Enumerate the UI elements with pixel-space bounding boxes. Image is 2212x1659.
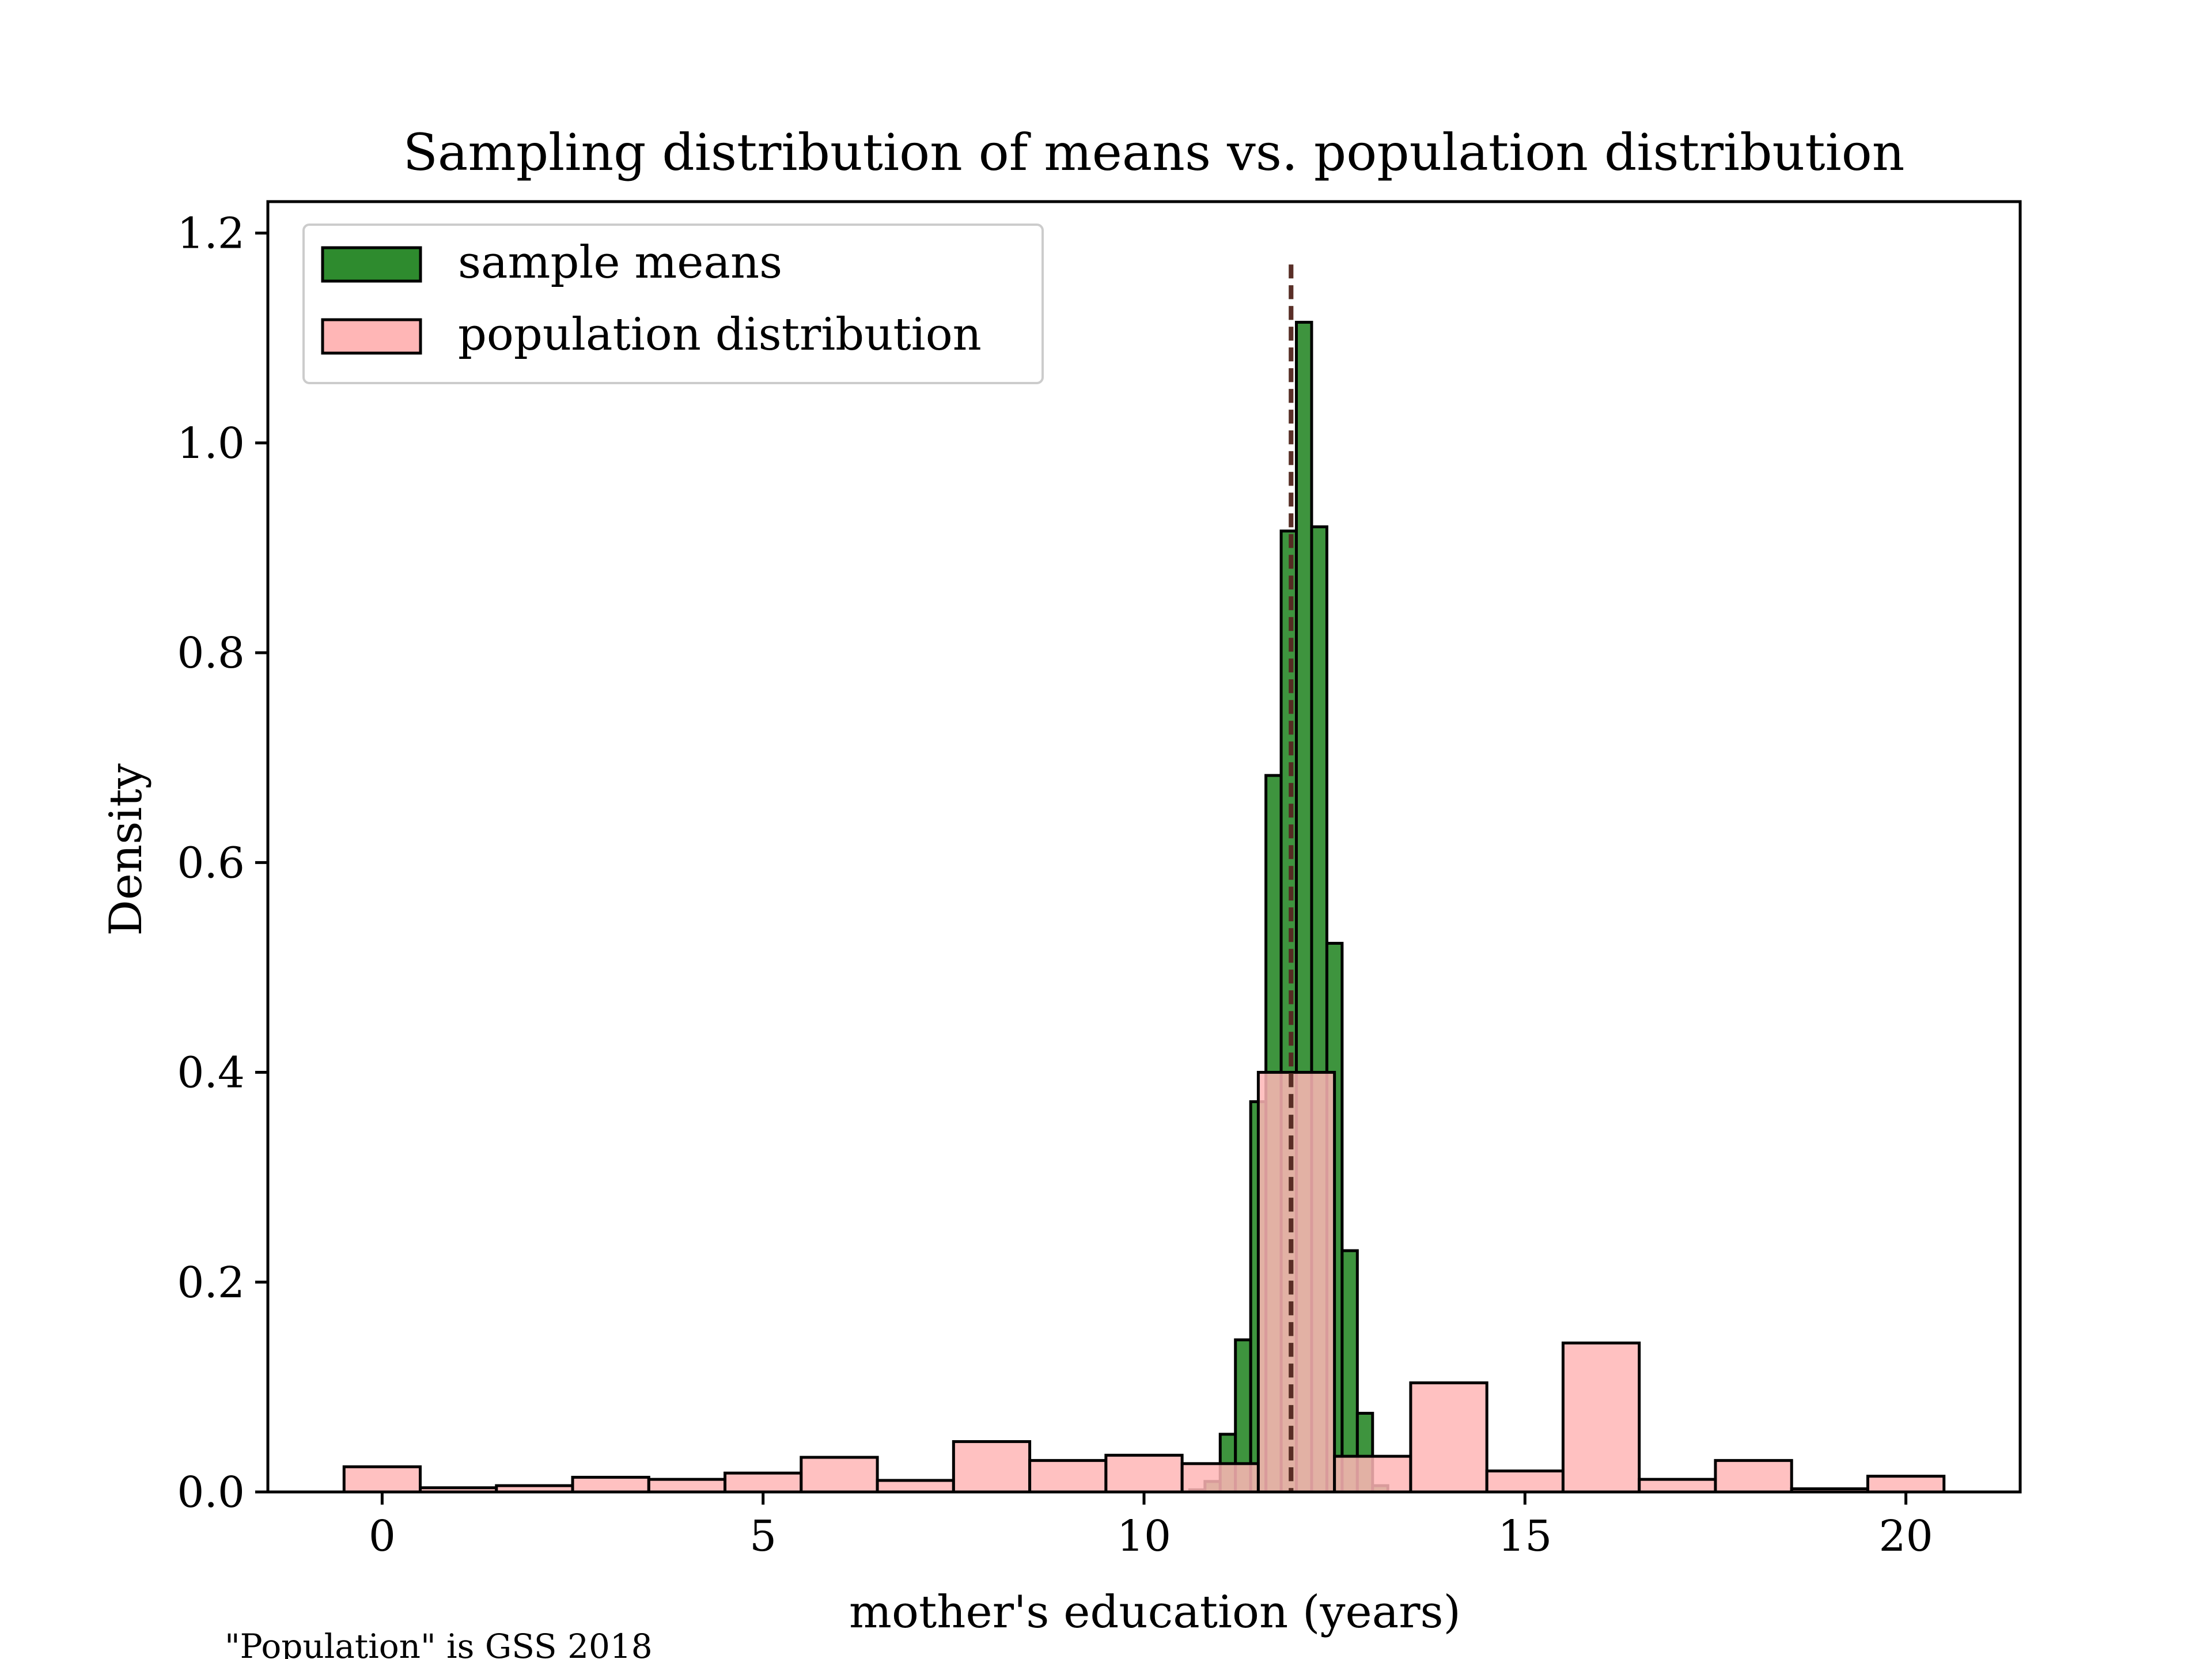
- population-bar: [724, 1471, 803, 1494]
- y-tick-label: 1.0: [177, 419, 245, 468]
- population-bar: [800, 1456, 879, 1494]
- population-bar: [1256, 1071, 1336, 1494]
- population-bar: [1104, 1453, 1184, 1494]
- population-bar: [647, 1478, 727, 1494]
- legend-label: population distribution: [458, 309, 982, 361]
- population-bar: [1028, 1459, 1108, 1494]
- population-bar: [1866, 1475, 1946, 1494]
- legend-box: [302, 224, 1044, 384]
- caption: "Population" is GSS 2018: [225, 1627, 653, 1659]
- chart-title: Sampling distribution of means vs. popul…: [403, 123, 1905, 182]
- y-tick-label: 0.0: [177, 1468, 245, 1517]
- y-tick-label: 0.8: [177, 628, 245, 678]
- population-bar: [1638, 1478, 1717, 1494]
- population-bar: [1409, 1381, 1488, 1494]
- population-bar: [1714, 1459, 1793, 1494]
- y-tick-label: 0.4: [177, 1048, 245, 1098]
- x-tick-label: 20: [1879, 1512, 1933, 1561]
- y-axis: 0.0 0.2 0.4 0.6 0.8 1.0 1.2: [177, 209, 268, 1517]
- population-bar: [876, 1479, 955, 1494]
- x-tick-label: 5: [749, 1512, 777, 1561]
- y-tick-label: 0.6: [177, 838, 245, 888]
- population-bar: [342, 1465, 422, 1494]
- y-axis-label: Density: [100, 763, 152, 935]
- legend-swatch: [321, 246, 422, 283]
- x-axis: 0 5 10 15 20: [369, 1492, 1933, 1561]
- population-bar: [1561, 1341, 1641, 1494]
- population-bar: [952, 1440, 1032, 1494]
- x-tick-label: 10: [1117, 1512, 1171, 1561]
- x-tick-label: 0: [369, 1512, 396, 1561]
- x-tick-label: 15: [1498, 1512, 1552, 1561]
- y-tick-label: 1.2: [177, 209, 245, 259]
- population-bar: [1180, 1462, 1260, 1494]
- legend-label: sample means: [458, 237, 782, 289]
- legend: sample means population distribution: [302, 224, 1044, 384]
- population-bar: [1485, 1469, 1565, 1494]
- y-tick-label: 0.2: [177, 1258, 245, 1308]
- x-axis-label: mother's education (years): [849, 1586, 1461, 1638]
- legend-swatch: [321, 318, 422, 355]
- population-bar: [571, 1476, 650, 1494]
- population-bar: [1333, 1455, 1412, 1494]
